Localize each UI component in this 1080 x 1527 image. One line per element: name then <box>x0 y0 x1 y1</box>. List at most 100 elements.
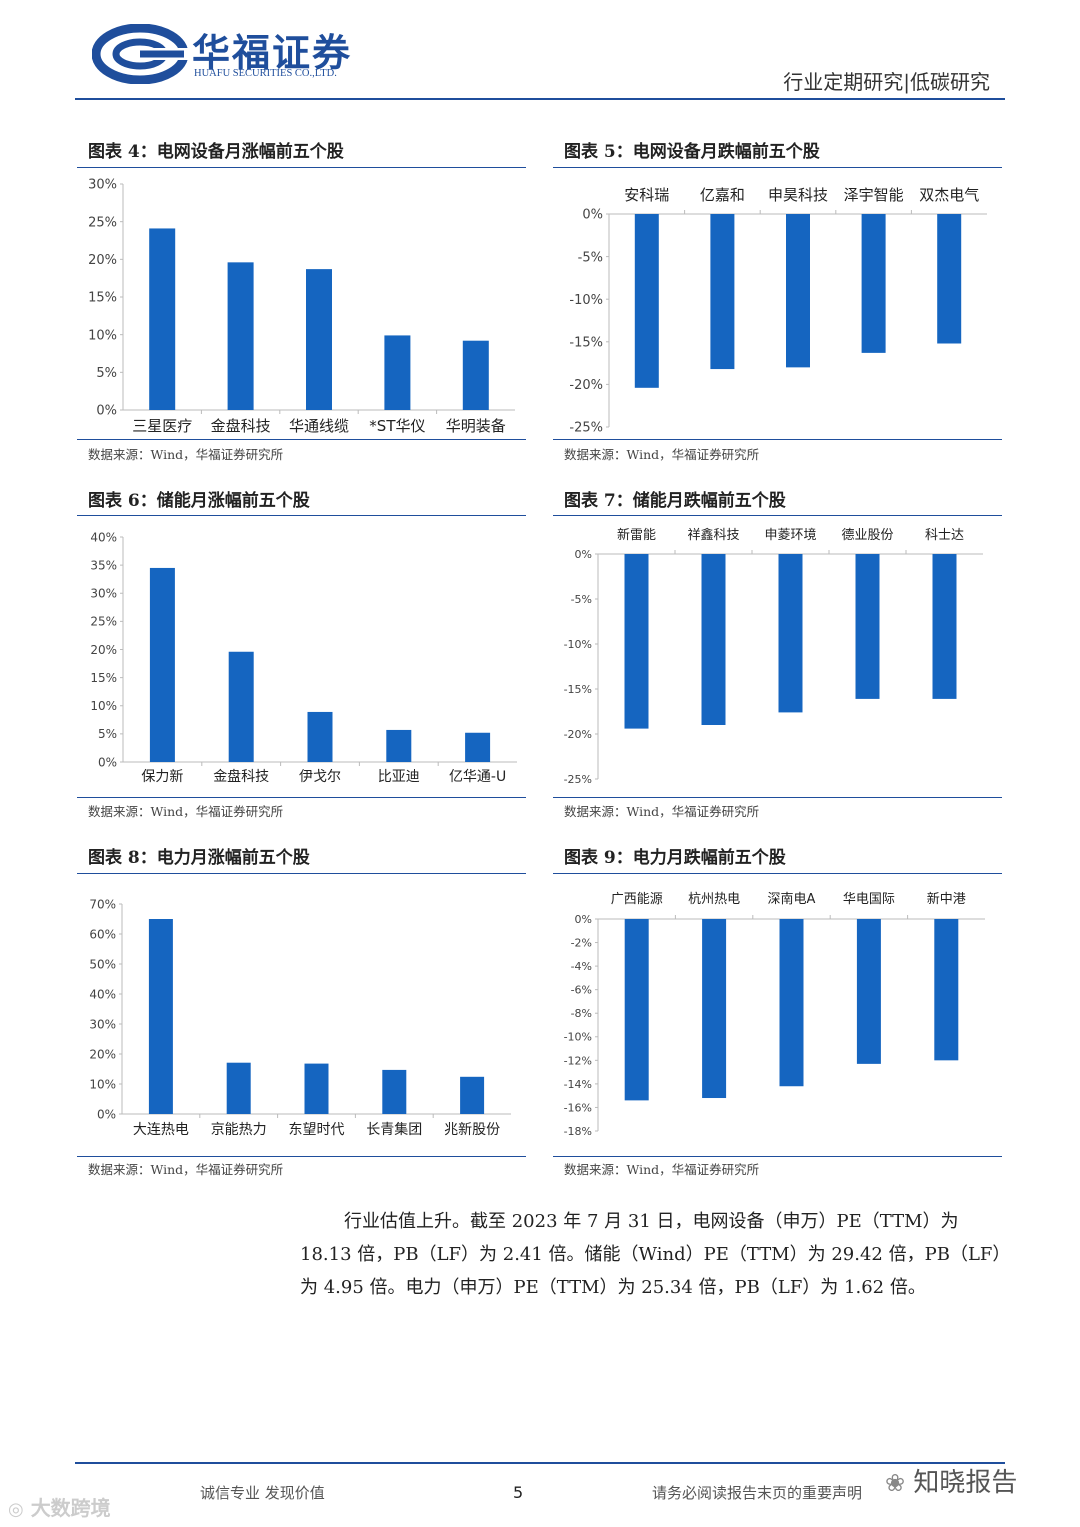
x-tick-label: 亿华通-U <box>449 769 506 785</box>
x-tick-label: 新中港 <box>927 891 966 907</box>
weibo-icon: ◎ <box>8 1499 24 1520</box>
chart-storage-down-top5: 0% -5% -10% -15% -20% -25% 新雷能 祥鑫科技 申菱环境 德业股份 科士达 <box>564 527 983 786</box>
y-tick-label: -10% <box>564 1031 592 1044</box>
figure-divider <box>553 167 1002 168</box>
y-tick-label: 5% <box>98 727 117 741</box>
bar <box>624 919 649 1101</box>
bar <box>624 554 649 729</box>
figure-divider <box>553 873 1002 874</box>
y-tick-label: 25% <box>88 215 117 230</box>
x-tick-label: *ST华仪 <box>369 417 425 435</box>
bar <box>306 269 332 410</box>
y-tick-label: 10% <box>90 699 117 713</box>
y-tick-label: 0% <box>98 755 117 769</box>
figure-title: 图表 7：储能月跌幅前五个股 <box>564 491 786 511</box>
y-tick-label: -15% <box>569 335 603 350</box>
x-tick-label: 泽宇智能 <box>844 186 904 204</box>
y-tick-label: -25% <box>569 421 603 436</box>
x-tick-label: 比亚迪 <box>378 769 420 785</box>
y-tick-label: 0% <box>96 404 117 419</box>
y-tick-label: -16% <box>564 1101 592 1114</box>
watermark-right: ❀ 知晓报告 <box>885 1462 1017 1499</box>
y-tick-label: 0% <box>582 208 603 223</box>
bar <box>462 340 489 410</box>
figure-source: 数据来源：Wind，华福证券研究所 <box>88 1162 284 1177</box>
bar <box>149 567 175 762</box>
page-number: 5 <box>513 1483 524 1502</box>
figure-divider <box>553 1156 1002 1157</box>
figure-divider <box>553 439 1002 440</box>
bar <box>386 729 412 762</box>
x-tick-label: 申菱环境 <box>764 528 816 543</box>
y-tick-label: 20% <box>90 643 117 657</box>
y-tick-label: 15% <box>88 291 117 306</box>
figure-divider <box>77 167 526 168</box>
bar <box>779 919 804 1087</box>
x-tick-label: 新雷能 <box>617 527 656 543</box>
y-tick-label: 35% <box>90 558 117 572</box>
watermark-left: ◎ 大数跨境 <box>8 1492 111 1521</box>
y-tick-label: 40% <box>89 987 116 1001</box>
chart-power-down-top5: 0% -2% -4% -6% -8% -10% -12% -14% -16% -18% 广西能源 杭州… <box>564 891 985 1138</box>
y-tick-label: -20% <box>564 728 592 741</box>
chart-grid-up-top5: 0% 5% 10% 15% 20% 25% 30% 三星医疗 金盘科技 华通线缆 *ST华仪 华明装备 <box>88 178 515 435</box>
x-tick-label: 华明装备 <box>446 417 506 435</box>
figure-divider <box>77 797 526 798</box>
report-type: 行业定期研究|低碳研究 <box>783 70 990 94</box>
company-name-cn: 华福证券 <box>192 30 353 75</box>
y-tick-label: 40% <box>90 530 117 544</box>
x-tick-label: 广西能源 <box>611 892 663 907</box>
y-tick-label: 10% <box>89 1077 116 1091</box>
y-tick-label: -12% <box>564 1054 592 1067</box>
bar <box>307 711 333 762</box>
watermark-left-text: 大数跨境 <box>30 1496 111 1520</box>
figure-source: 数据来源：Wind，华福证券研究所 <box>564 1162 760 1177</box>
bar <box>710 214 735 370</box>
wechat-icon: ❀ <box>885 1469 906 1497</box>
figure-divider <box>77 439 526 440</box>
valuation-paragraph: 行业估值上升。截至 2023 年 7 月 31 日，电网设备（申万）PE（TTM… <box>300 1205 1010 1304</box>
bar <box>304 1063 329 1114</box>
y-tick-label: 20% <box>89 1047 116 1061</box>
y-tick-label: 30% <box>88 178 117 193</box>
watermark-right-text: 知晓报告 <box>913 1468 1018 1498</box>
figure-source: 数据来源：Wind，华福证券研究所 <box>564 804 760 819</box>
y-tick-label: -5% <box>578 250 603 265</box>
bar <box>148 919 173 1114</box>
y-tick-label: 0% <box>575 548 592 561</box>
bar <box>937 214 962 344</box>
x-tick-label: 金盘科技 <box>213 768 269 785</box>
figure-title: 图表 4：电网设备月涨幅前五个股 <box>88 142 344 162</box>
x-tick-label: 保力新 <box>141 769 183 785</box>
bar <box>786 214 810 368</box>
x-tick-label: 东望时代 <box>289 1122 345 1138</box>
figure-divider <box>553 515 1002 516</box>
y-tick-label: -25% <box>564 773 592 786</box>
figure-source: 数据来源：Wind，华福证券研究所 <box>88 447 284 462</box>
x-tick-label: 三星医疗 <box>132 417 192 435</box>
figure-divider <box>77 515 526 516</box>
bar <box>861 214 886 353</box>
paragraph-line: 为 4.95 倍。电力（申万）PE（TTM）为 25.34 倍，PB（LF）为 … <box>300 1277 926 1298</box>
x-tick-label: 长青集团 <box>366 1121 422 1138</box>
figure-divider <box>77 873 526 874</box>
x-tick-label: 安科瑞 <box>624 186 669 204</box>
y-tick-label: -6% <box>571 984 592 997</box>
y-tick-label: 20% <box>88 253 117 268</box>
x-tick-label: 华通线缆 <box>289 417 349 435</box>
figure-title: 图表 8：电力月涨幅前五个股 <box>88 848 310 868</box>
y-tick-label: -2% <box>571 937 592 950</box>
y-tick-label: -4% <box>571 960 592 973</box>
x-tick-label: 大连热电 <box>133 1122 189 1138</box>
bar <box>227 262 254 410</box>
y-tick-label: -10% <box>569 293 603 308</box>
y-tick-label: 15% <box>90 671 117 685</box>
y-tick-label: -14% <box>564 1078 592 1091</box>
company-logo-icon <box>92 24 188 84</box>
x-tick-label: 金盘科技 <box>211 417 271 435</box>
figure-source: 数据来源：Wind，华福证券研究所 <box>564 447 760 462</box>
bar <box>932 554 957 699</box>
x-tick-label: 华电国际 <box>843 892 895 907</box>
y-tick-label: 5% <box>96 366 117 381</box>
chart-storage-up-top5: 0% 5% 10% 15% 20% 25% 30% 35% 40% 保力新 金盘科技 伊戈尔 比亚迪 亿华… <box>90 530 517 785</box>
